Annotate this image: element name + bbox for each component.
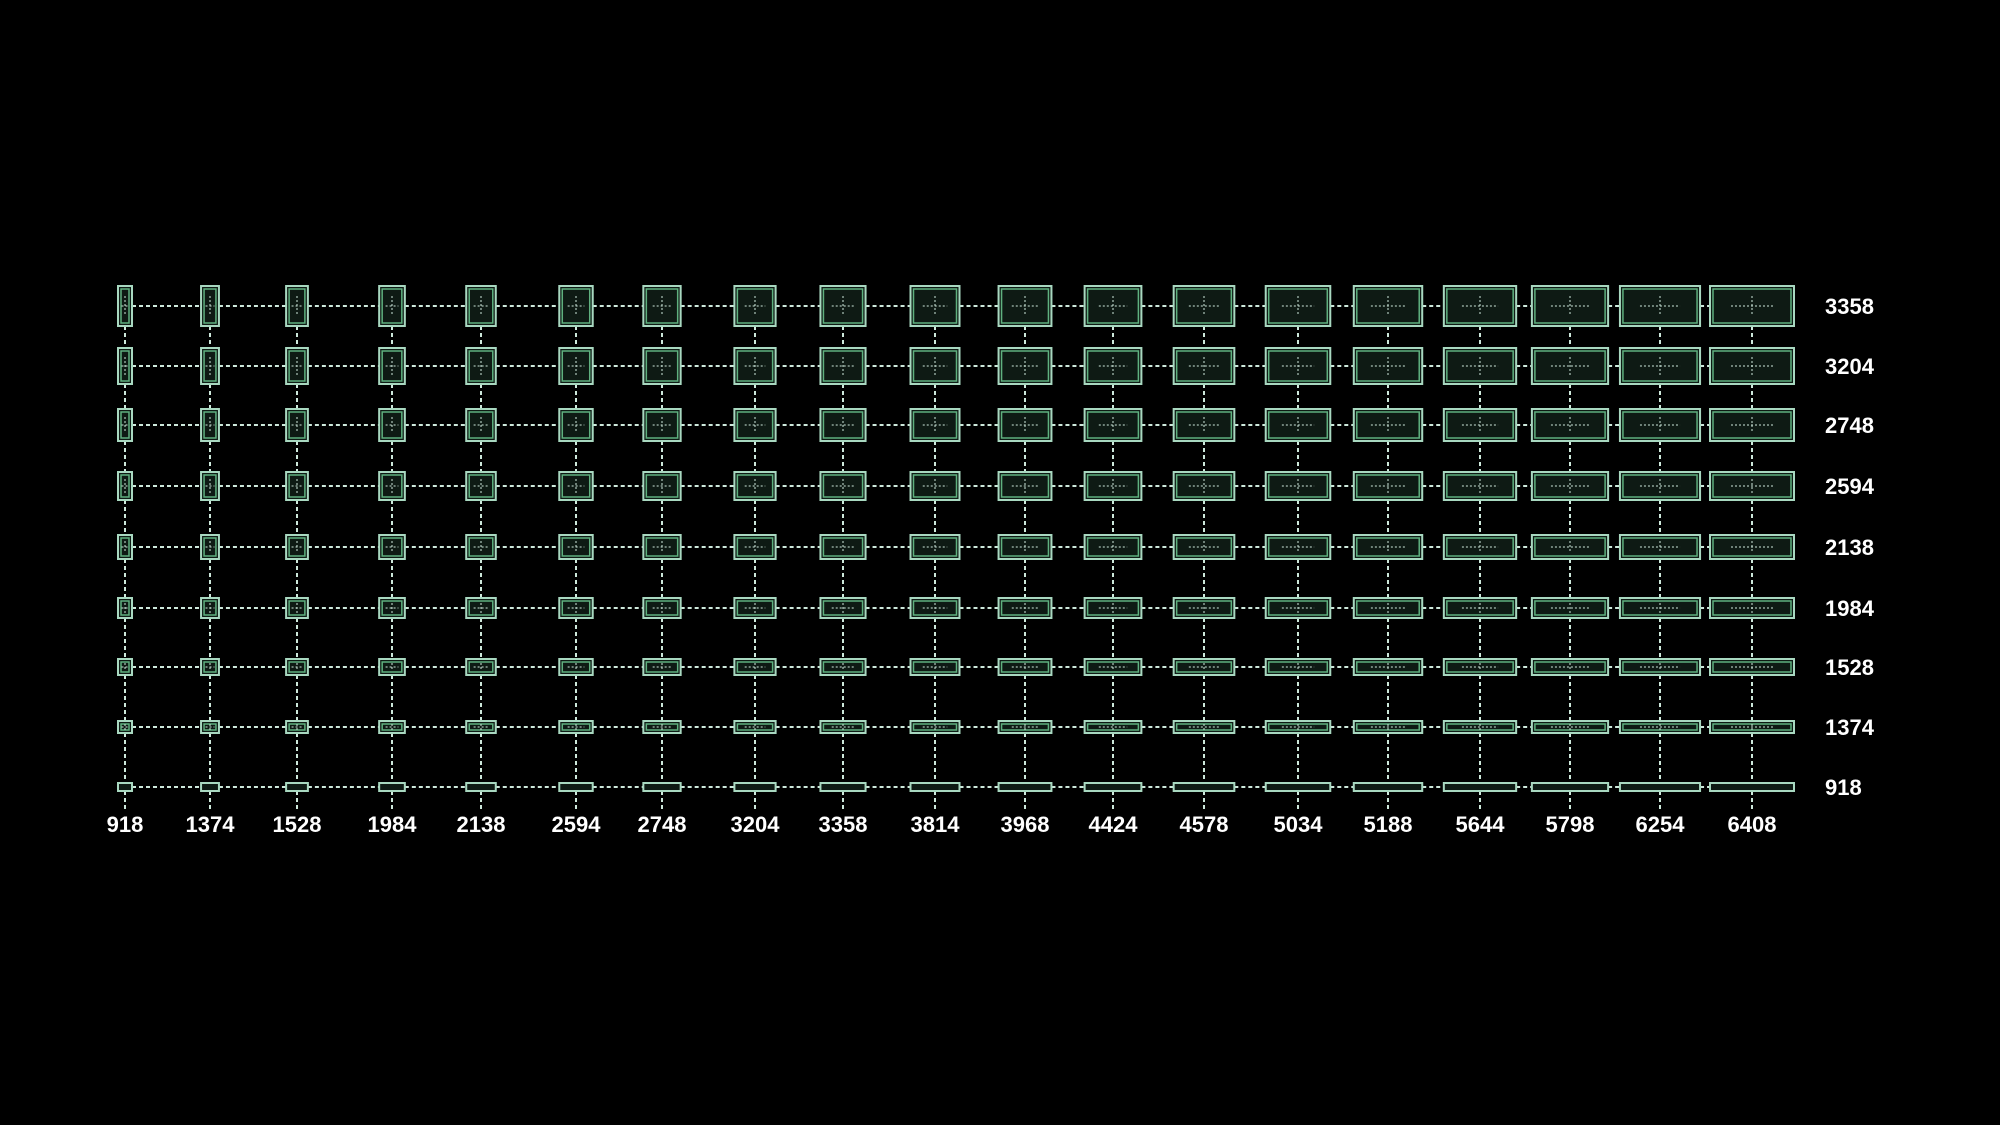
x-axis-label: 4578 <box>1180 812 1229 837</box>
cell-outer <box>379 472 405 500</box>
x-axis-label: 3968 <box>1001 812 1050 837</box>
x-axis-label: 6408 <box>1728 812 1777 837</box>
cell-outer <box>1174 783 1235 791</box>
cell-outer <box>1085 783 1142 791</box>
cell-outer <box>734 472 775 500</box>
y-axis-label: 3358 <box>1825 294 1874 319</box>
cell-outer <box>1085 472 1142 500</box>
cell-outer <box>1532 721 1608 733</box>
cell-outer <box>559 783 592 791</box>
cell-outer <box>1354 783 1422 791</box>
y-axis-label: 3204 <box>1825 354 1875 379</box>
x-axis-label: 5034 <box>1274 812 1324 837</box>
x-axis-label: 3204 <box>731 812 781 837</box>
cell-outer <box>466 472 496 500</box>
cell-outer <box>1266 783 1331 791</box>
cell-outer <box>379 783 405 791</box>
x-axis-label: 6254 <box>1636 812 1686 837</box>
cell-outer <box>1085 721 1142 733</box>
x-axis-label: 1984 <box>368 812 418 837</box>
x-axis-label: 3358 <box>819 812 868 837</box>
cell-outer <box>201 783 219 791</box>
x-axis-label: 2748 <box>638 812 687 837</box>
cell-outer <box>911 783 960 791</box>
cell-outer <box>820 783 865 791</box>
cell-outer <box>118 783 132 791</box>
x-axis-label: 2594 <box>552 812 602 837</box>
cell-outer <box>1620 783 1700 791</box>
x-axis-label: 918 <box>107 812 144 837</box>
cell-outer <box>1444 721 1516 733</box>
y-axis-label: 1984 <box>1825 596 1875 621</box>
y-axis-label: 2594 <box>1825 474 1875 499</box>
x-axis-label: 4424 <box>1089 812 1139 837</box>
cell-outer <box>1174 472 1235 500</box>
x-axis-label: 5644 <box>1456 812 1506 837</box>
y-axis-label: 1528 <box>1825 655 1874 680</box>
cell-outer <box>1444 783 1516 791</box>
cell-outer <box>118 472 132 500</box>
cell-outer <box>1710 783 1794 791</box>
x-axis-label: 2138 <box>457 812 506 837</box>
cell-outer <box>1532 472 1608 500</box>
cell-outer <box>734 721 775 733</box>
cell-outer <box>379 721 405 733</box>
x-axis-label: 5188 <box>1364 812 1413 837</box>
x-axis-label: 5798 <box>1546 812 1595 837</box>
cell-outer <box>999 783 1052 791</box>
cell-outer <box>466 783 496 791</box>
cell-outer <box>118 721 132 733</box>
y-axis-label: 2138 <box>1825 535 1874 560</box>
cell-outer <box>820 721 865 733</box>
x-axis-label: 1528 <box>273 812 322 837</box>
cell-outer <box>820 472 865 500</box>
cell-outer <box>466 721 496 733</box>
cell-outer <box>643 783 680 791</box>
cell-outer <box>734 783 775 791</box>
y-axis-label: 1374 <box>1825 715 1875 740</box>
y-axis-label: 918 <box>1825 775 1862 800</box>
cell-outer <box>1444 472 1516 500</box>
x-axis-label: 1374 <box>186 812 236 837</box>
cell-outer <box>1532 783 1608 791</box>
component-grid-diagram: 918 1374 1528 1984 2138 2594 2748 3204 3358 3814 3… <box>0 0 2000 1125</box>
cell-outer <box>1174 721 1235 733</box>
x-axis-label: 3814 <box>911 812 961 837</box>
cell-outer <box>286 783 308 791</box>
y-axis-label: 2748 <box>1825 413 1874 438</box>
